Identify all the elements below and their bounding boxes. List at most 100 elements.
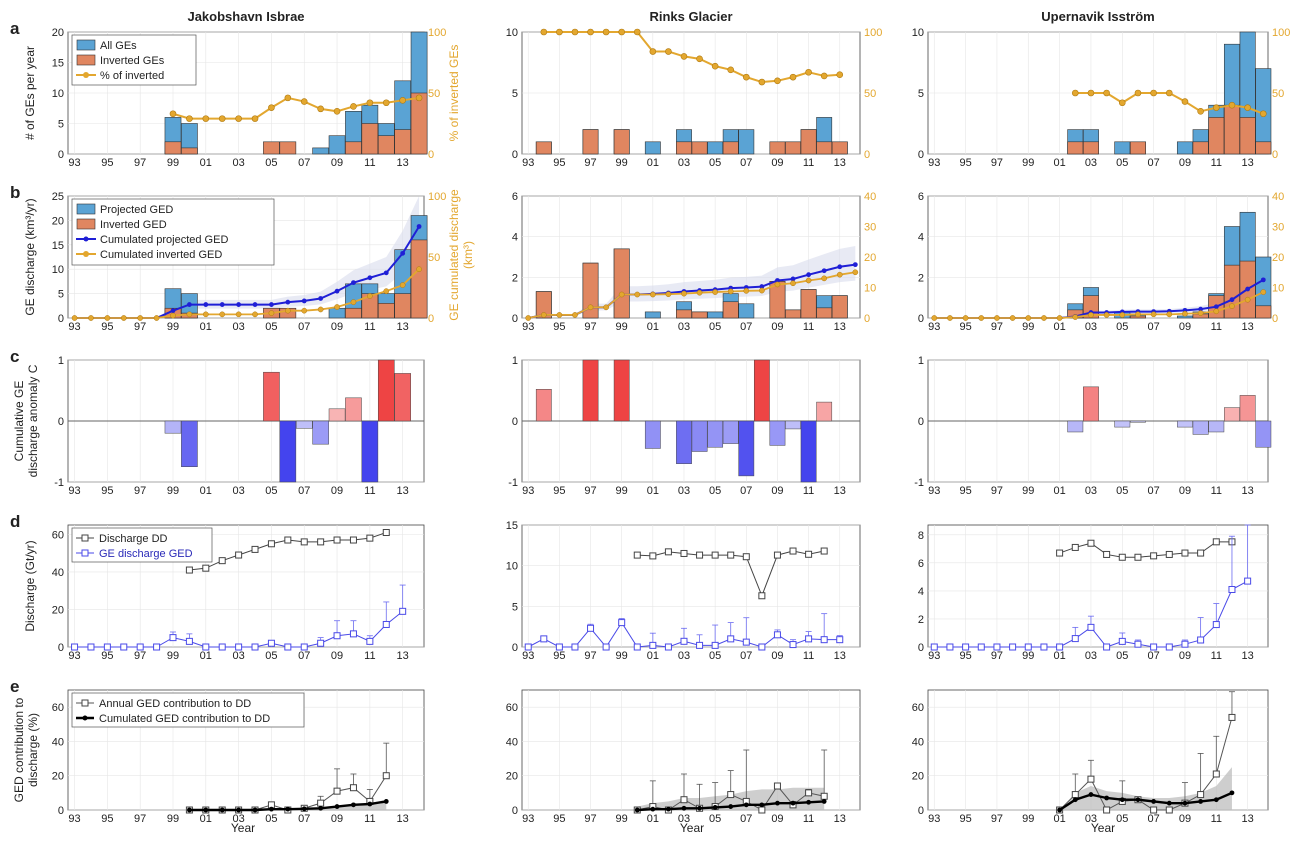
y-tick-label: 40 — [912, 736, 924, 748]
y-tick-label: 20 — [52, 604, 64, 616]
y-tick-label: 2 — [512, 272, 518, 284]
x-tick-label: 03 — [1085, 157, 1097, 169]
bar-anomaly — [361, 420, 379, 483]
legend-label: Cumulated projected GED — [100, 234, 228, 246]
x-tick-label: 03 — [678, 813, 690, 825]
x-tick-label: 13 — [397, 650, 409, 662]
cum-inverted-point — [931, 315, 938, 321]
cumulated-point — [1182, 800, 1188, 806]
ged-point — [946, 643, 954, 651]
cumulated-point — [759, 802, 765, 808]
ged-point — [742, 638, 750, 646]
ged-point — [820, 636, 828, 644]
bar-inverted-ges — [410, 92, 428, 155]
cum-inverted-point — [572, 312, 578, 318]
cum-projected-point — [334, 288, 340, 294]
ged-point — [251, 643, 259, 651]
bar-anomaly — [1130, 420, 1146, 423]
ged-point — [962, 643, 970, 651]
bar-anomaly — [394, 373, 411, 422]
legend-marker — [82, 715, 88, 721]
bar-anomaly — [1083, 386, 1099, 422]
cum-inverted-point — [1135, 311, 1141, 318]
x-tick-label: 07 — [740, 813, 752, 825]
y-tick-label: 10 — [506, 27, 518, 39]
x-tick-label: 13 — [834, 813, 846, 825]
annual-point — [1087, 775, 1095, 783]
cum-inverted-point — [1072, 314, 1079, 320]
panel-letter: a — [10, 19, 20, 38]
x-tick-label: 99 — [616, 813, 628, 825]
x-tick-label: 05 — [1116, 157, 1128, 169]
dd-point — [1181, 549, 1189, 557]
ged-point — [1040, 643, 1048, 651]
bar-anomaly — [1114, 420, 1131, 428]
x-tick-label: 97 — [584, 485, 596, 497]
ged-point — [618, 619, 626, 627]
cum-projected-point — [759, 284, 765, 289]
x-tick-label: 03 — [232, 650, 244, 662]
ged-point — [711, 641, 719, 649]
cumulated-point — [821, 799, 827, 804]
bar-inverted-ges — [1082, 141, 1099, 155]
cumulated-point — [301, 806, 307, 812]
y2-tick-label: 100 — [428, 191, 446, 203]
pct-point — [587, 28, 594, 36]
dd-point — [349, 536, 357, 544]
y2-tick-label: 30 — [1272, 222, 1284, 234]
annual-point — [805, 789, 813, 797]
cum-projected-point — [269, 302, 274, 307]
bar-anomaly — [345, 397, 362, 422]
ged-point — [1165, 643, 1173, 651]
bar-anomaly — [691, 420, 708, 452]
x-tick-label: 03 — [232, 485, 244, 497]
bar-anomaly — [1067, 420, 1084, 433]
bar-anomaly — [722, 420, 739, 444]
pct-point — [1087, 89, 1095, 97]
legend-label: Inverted GEs — [100, 55, 165, 67]
x-tick-label: 01 — [1053, 157, 1065, 169]
cumulated-point — [712, 805, 718, 810]
x-tick-label: 07 — [298, 485, 310, 497]
legend-label: Cumulated GED contribution to DD — [99, 713, 270, 725]
cumulated-point — [1057, 807, 1063, 813]
x-tick-label: 93 — [68, 157, 80, 169]
y2-tick-label: 10 — [1272, 283, 1284, 295]
y-tick-label: 15 — [52, 240, 64, 252]
pct-point — [333, 108, 341, 115]
y2-tick-label: 100 — [428, 27, 446, 39]
x-tick-label: 07 — [1147, 650, 1159, 662]
y-tick-label: 40 — [52, 736, 64, 748]
legend-box — [71, 692, 305, 728]
panel-letter: d — [10, 512, 20, 531]
dd-point — [333, 536, 341, 544]
bar-inverted-ges — [1067, 141, 1084, 155]
x-tick-label: 97 — [584, 157, 596, 169]
y-tick-label: 6 — [512, 191, 518, 203]
y-tick-label: 0 — [58, 416, 64, 428]
cumulated-point — [269, 806, 274, 812]
x-tick-label: 05 — [265, 321, 277, 333]
y-tick-label: 20 — [506, 771, 518, 783]
bar-all-ges — [738, 129, 755, 155]
bar-inverted-ges — [263, 141, 280, 155]
bar-inverted-ges — [816, 141, 833, 155]
cum-projected-point — [806, 272, 811, 278]
y-tick-label: 0 — [58, 805, 64, 817]
cum-inverted-point — [712, 289, 718, 295]
y-tick-label: -1 — [508, 477, 518, 489]
x-tick-label: 13 — [834, 321, 846, 333]
x-tick-label: 95 — [553, 485, 565, 497]
dd-point — [1134, 553, 1142, 561]
annual-point — [1197, 791, 1205, 799]
x-tick-label: 93 — [68, 650, 80, 662]
y-tick-label: 2 — [918, 272, 924, 284]
bar-inverted-ges — [1192, 141, 1209, 155]
cumulated-point — [775, 800, 780, 806]
ged-point — [71, 643, 79, 651]
dd-point — [664, 548, 672, 556]
cum-inverted-point — [317, 306, 324, 313]
x-tick-label: 11 — [1211, 650, 1222, 662]
legend-label: % of inverted — [100, 70, 164, 82]
